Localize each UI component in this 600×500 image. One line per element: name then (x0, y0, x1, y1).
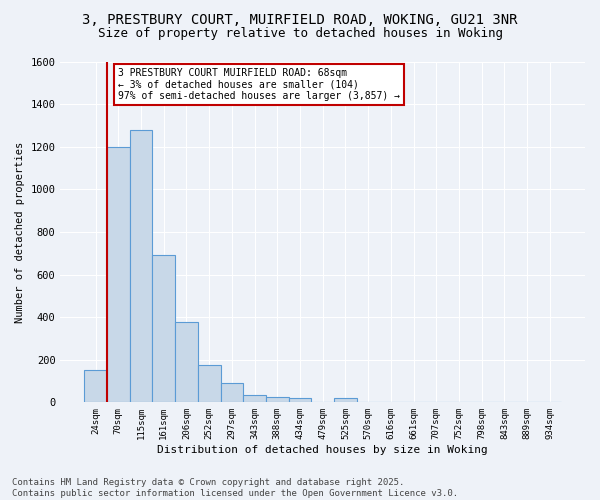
Bar (289, 398, 311, 402)
Text: Contains HM Land Registry data © Crown copyright and database right 2025.
Contai: Contains HM Land Registry data © Crown c… (12, 478, 458, 498)
Bar (198, 365, 221, 403)
Bar (152, 256, 175, 402)
Bar (84, 370, 107, 402)
Bar (175, 322, 198, 402)
Bar (107, 146, 130, 402)
Bar (334, 398, 357, 402)
Y-axis label: Number of detached properties: Number of detached properties (15, 142, 25, 322)
Bar (243, 395, 266, 402)
Bar (266, 397, 289, 402)
Bar (130, 130, 152, 402)
Text: 3 PRESTBURY COURT MUIRFIELD ROAD: 68sqm
← 3% of detached houses are smaller (104: 3 PRESTBURY COURT MUIRFIELD ROAD: 68sqm … (118, 68, 400, 101)
Bar (221, 382, 243, 402)
X-axis label: Distribution of detached houses by size in Woking: Distribution of detached houses by size … (157, 445, 488, 455)
Text: 3, PRESTBURY COURT, MUIRFIELD ROAD, WOKING, GU21 3NR: 3, PRESTBURY COURT, MUIRFIELD ROAD, WOKI… (82, 12, 518, 26)
Text: Size of property relative to detached houses in Woking: Size of property relative to detached ho… (97, 28, 503, 40)
